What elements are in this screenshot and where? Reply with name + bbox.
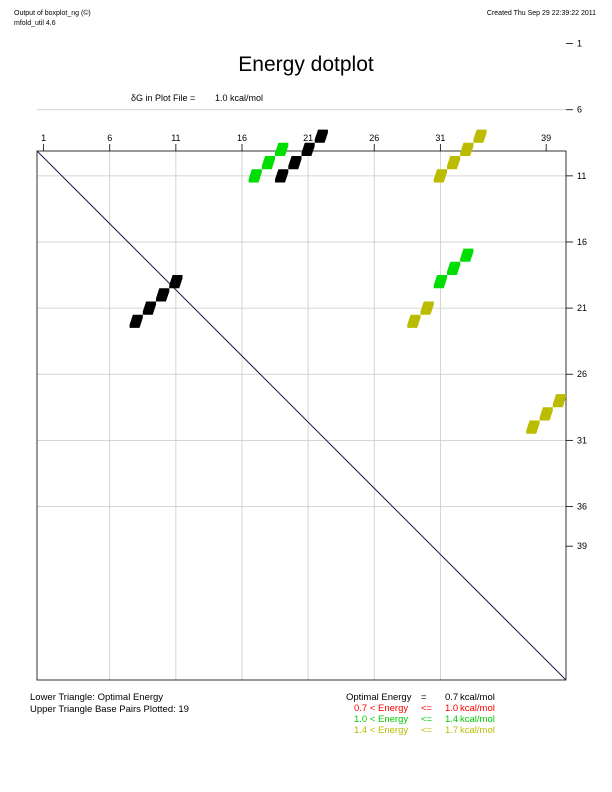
plot-frame: [36, 150, 567, 681]
upper-dot-green: [261, 156, 275, 170]
upper-dot-yellow: [539, 407, 553, 421]
y-tick-label: 21: [577, 303, 587, 313]
upper-dot-green: [460, 248, 474, 262]
x-tick-label: 11: [171, 133, 180, 143]
legend-value: 1.7: [445, 725, 459, 736]
delta-g-value: 1.0 kcal/mol: [215, 93, 264, 103]
x-tick-label: 26: [369, 133, 379, 143]
upper-dot-optimal: [301, 142, 315, 156]
legend-op: =: [421, 692, 427, 703]
x-tick-label: 21: [303, 133, 313, 143]
upper-dot-green: [433, 275, 447, 289]
upper-dot-yellow: [460, 142, 474, 156]
legend-left: Optimal Energy: [346, 692, 412, 703]
upper-dot-yellow: [433, 169, 447, 183]
legend-op: <=: [421, 725, 433, 736]
legend-value: 1.0: [445, 703, 459, 714]
header-program: Output of boxplot_ng (©): [14, 10, 91, 17]
header-created: Created Thu Sep 29 22:39:22 2011: [486, 10, 596, 17]
x-tick-label: 31: [435, 133, 445, 143]
y-tick-label: 11: [577, 171, 586, 181]
upper-dot-yellow: [407, 314, 421, 328]
y-tick-label: 16: [577, 237, 587, 247]
legend-unit: kcal/mol: [460, 692, 495, 703]
x-tick-label: 6: [107, 133, 112, 143]
upper-dot-green: [248, 169, 262, 183]
diagonal-line: [36, 150, 567, 681]
lower-triangle-note: Lower Triangle: Optimal Energy: [30, 692, 164, 703]
upper-triangle-note: Upper Triangle Base Pairs Plotted: 19: [30, 704, 189, 715]
y-tick-label: 31: [577, 435, 587, 445]
x-tick-label: 39: [541, 133, 551, 143]
legend-value: 0.7: [445, 692, 459, 703]
upper-dot-optimal: [275, 169, 289, 183]
legend-unit: kcal/mol: [460, 703, 495, 714]
y-tick-label: 6: [577, 105, 582, 115]
legend-unit: kcal/mol: [460, 714, 495, 725]
legend-left: 1.0 < Energy: [354, 714, 409, 725]
x-tick-label: 16: [237, 133, 247, 143]
legend-unit: kcal/mol: [460, 725, 495, 736]
delta-g-label: δG in Plot File =: [131, 93, 196, 103]
legend-left: 0.7 < Energy: [354, 703, 409, 714]
lower-dot: [129, 314, 143, 328]
lower-dot: [156, 288, 170, 302]
upper-dot-yellow: [447, 156, 461, 170]
lower-dot: [169, 275, 183, 289]
legend-op: <=: [421, 714, 433, 725]
chart-title: Energy dotplot: [238, 53, 374, 76]
upper-dot-optimal: [288, 156, 302, 170]
legend-op: <=: [421, 703, 433, 714]
dot-marks: [129, 129, 566, 434]
y-tick-label: 26: [577, 369, 587, 379]
upper-dot-green: [275, 142, 289, 156]
lower-dot: [142, 301, 156, 315]
upper-dot-yellow: [473, 129, 487, 143]
y-tick-label: 36: [577, 501, 587, 511]
x-tick-label: 1: [41, 133, 46, 143]
legend-left: 1.4 < Energy: [354, 725, 409, 736]
upper-dot-green: [447, 261, 461, 275]
upper-dot-yellow: [420, 301, 434, 315]
y-tick-label: 39: [577, 541, 587, 551]
upper-dot-yellow: [526, 420, 540, 434]
header-version: mfold_util 4.6: [14, 20, 56, 27]
upper-dot-optimal: [314, 129, 328, 143]
y-tick-label: 1: [577, 39, 582, 49]
upper-dot-yellow: [552, 394, 566, 408]
legend-value: 1.4: [445, 714, 459, 725]
grid-lines: [37, 109, 566, 680]
